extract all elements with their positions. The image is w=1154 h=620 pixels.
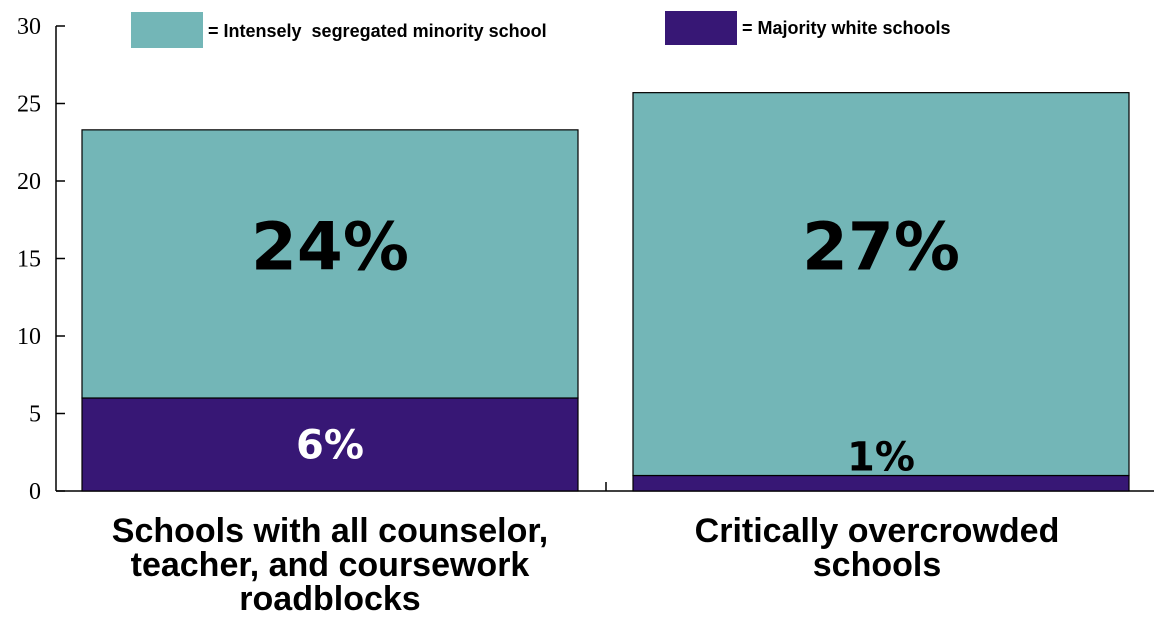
legend-swatch-segregated: [131, 12, 203, 48]
category-label-1: Critically overcrowded schools: [612, 514, 1142, 582]
category-label-0-line-0: Schools with all counselor,: [111, 512, 549, 550]
category-label-1-line-0: Critically overcrowded: [694, 512, 1060, 550]
legend-label-segregated: = Intensely segregated minority school: [208, 21, 547, 41]
bar-0-0: [81, 397, 579, 492]
y-tick-label-1: 5: [29, 402, 41, 428]
y-tick-label-5: 25: [17, 92, 41, 118]
data-label-segregated-1: 27%: [802, 209, 960, 286]
y-tick-label-6: 30: [17, 14, 41, 40]
legend-label-white: = Majority white schools: [742, 18, 951, 38]
bar-1-1: [632, 92, 1130, 477]
bar-0-1: [81, 129, 579, 399]
y-tick-label-0: 0: [29, 479, 41, 505]
data-label-white-1: 1%: [847, 435, 915, 481]
y-tick-label-2: 10: [17, 324, 41, 350]
data-label-white-0: 6%: [296, 423, 364, 469]
data-label-segregated-0: 24%: [251, 209, 409, 286]
bars: 24% 27% 6% 1%: [81, 92, 1130, 492]
legend-swatch-white: [665, 11, 737, 45]
y-tick-label-3: 15: [17, 247, 41, 273]
category-label-0: Schools with all counselor, teacher, and…: [65, 514, 595, 616]
legend: = Intensely segregated minority school = …: [131, 11, 951, 48]
category-label-1-line-1: schools: [812, 546, 942, 584]
category-label-0-line-1: teacher, and coursework: [130, 546, 530, 584]
category-label-0-line-2: roadblocks: [239, 580, 421, 618]
y-tick-label-4: 20: [17, 169, 41, 195]
